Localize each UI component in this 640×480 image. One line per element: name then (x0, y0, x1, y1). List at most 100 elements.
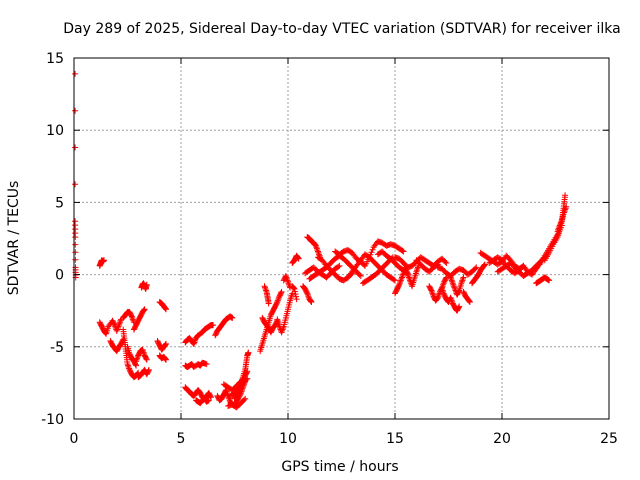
data-point (163, 340, 169, 347)
data-point (245, 349, 252, 356)
data-point (207, 393, 214, 400)
data-point (305, 293, 312, 300)
data-point (265, 300, 272, 307)
y-tick-label: -5 (50, 340, 64, 356)
data-point (466, 299, 473, 305)
x-tick-label: 10 (279, 431, 297, 447)
data-point (293, 296, 300, 303)
data-point (278, 288, 285, 295)
axis-ticks: 0 5 10 15 20 25 -10 -5 0 5 10 15 (41, 51, 618, 447)
data-point (460, 274, 467, 281)
data-point (562, 192, 569, 199)
data-point (145, 366, 152, 373)
data-point (141, 306, 148, 313)
data-point (447, 294, 454, 301)
data-point (243, 376, 250, 383)
y-tick-label: 0 (55, 268, 64, 284)
data-point (143, 355, 150, 362)
data-point (563, 203, 570, 210)
data-point (459, 275, 466, 282)
data-point (392, 277, 398, 284)
data-point (404, 271, 411, 278)
data-point (400, 248, 407, 255)
data-point (403, 267, 410, 274)
data-point (295, 255, 302, 262)
data-point (465, 297, 472, 304)
data-point (278, 290, 284, 296)
data-point (115, 322, 122, 329)
data-point (143, 356, 150, 363)
x-tick-label: 15 (386, 431, 404, 447)
data-point (399, 247, 406, 254)
data-point (205, 397, 212, 404)
data-point (335, 263, 342, 270)
data-point (398, 275, 405, 282)
y-tick-label: 5 (55, 195, 64, 211)
data-point (101, 257, 107, 264)
data-point (546, 277, 553, 284)
data-point (443, 260, 450, 266)
data-point (72, 107, 79, 114)
data-point (314, 247, 321, 254)
chart-title: Day 289 of 2025, Sidereal Day-to-day VTE… (63, 21, 620, 37)
data-point (357, 273, 364, 279)
data-point (556, 223, 563, 230)
data-point (129, 316, 136, 323)
data-point (203, 361, 210, 368)
data-point (262, 286, 269, 292)
data-point (481, 262, 488, 269)
y-tick-label: 15 (46, 51, 64, 67)
plot-frame (73, 57, 610, 420)
data-point (72, 70, 79, 77)
data-point (163, 356, 169, 363)
data-point (336, 262, 343, 269)
data-point (226, 395, 233, 402)
data-points (72, 70, 570, 411)
data-point (456, 303, 463, 310)
x-tick-label: 25 (600, 431, 618, 447)
data-point (472, 265, 479, 272)
data-point (117, 317, 124, 324)
grid-lines (74, 58, 609, 419)
data-point (390, 276, 397, 283)
y-tick-label: -10 (41, 412, 64, 428)
data-point (125, 362, 131, 369)
x-axis-label: GPS time / hours (281, 459, 398, 475)
data-point (229, 314, 236, 321)
data-point (163, 306, 169, 313)
data-point (442, 259, 449, 265)
data-point (285, 280, 292, 287)
data-point (241, 396, 248, 403)
data-point (72, 234, 79, 241)
y-axis-label: SDTVAR / TECUs (6, 181, 22, 296)
data-point (473, 264, 480, 271)
data-point (132, 361, 139, 368)
x-tick-label: 0 (70, 431, 79, 447)
data-point (190, 340, 197, 347)
data-point (308, 299, 315, 305)
data-point (143, 281, 150, 288)
data-point (210, 322, 217, 329)
data-point (440, 281, 447, 288)
y-tick-label: 10 (46, 123, 64, 139)
data-point (294, 254, 301, 261)
data-point (72, 256, 79, 263)
data-point (72, 241, 79, 248)
data-point (242, 395, 249, 402)
data-point (356, 272, 363, 278)
data-point (72, 249, 79, 256)
x-tick-label: 20 (493, 431, 511, 447)
data-point (562, 206, 569, 213)
data-point (72, 181, 79, 188)
data-point (161, 355, 168, 362)
data-point (481, 261, 488, 268)
data-point (397, 278, 404, 285)
data-point (235, 389, 242, 396)
data-point (442, 275, 449, 282)
x-tick-label: 5 (177, 431, 186, 447)
data-point (291, 286, 298, 292)
data-point (447, 274, 454, 281)
data-point (72, 144, 79, 151)
data-point (450, 283, 457, 290)
